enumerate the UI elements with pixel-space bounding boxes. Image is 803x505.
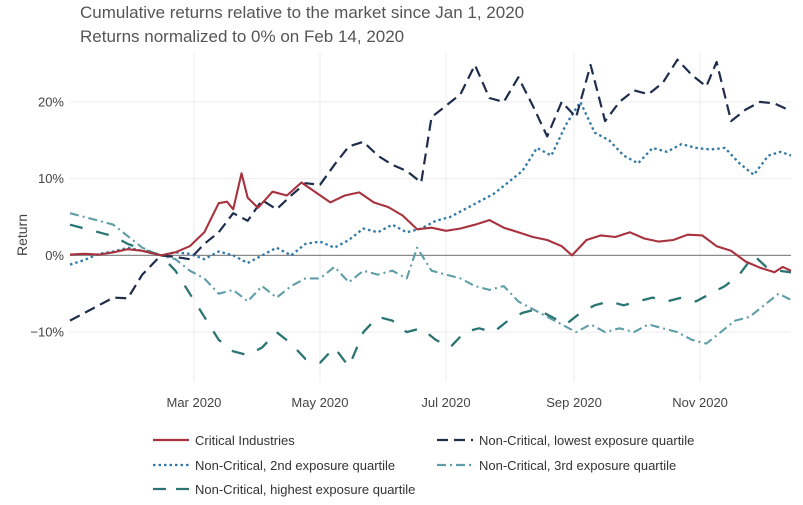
x-tick-label: Jul 2020: [421, 395, 470, 410]
series-line-4: [69, 223, 792, 368]
legend-label-4: Non-Critical, highest exposure quartile: [195, 482, 415, 497]
legend-label-3: Non-Critical, 3rd exposure quartile: [479, 458, 676, 473]
y-tick-label: 20%: [38, 94, 64, 109]
y-tick-label: −10%: [30, 325, 64, 340]
series-line-1: [69, 58, 792, 322]
x-tick-label: Sep 2020: [546, 395, 602, 410]
x-tick-label: Nov 2020: [672, 395, 728, 410]
x-tick-label: May 2020: [291, 395, 348, 410]
series-lines: [69, 58, 792, 368]
gridlines: [70, 52, 791, 382]
series-line-0: [69, 172, 792, 274]
legend: Critical Industries Non-Critical, lowest …: [153, 433, 694, 497]
x-tick-label: Mar 2020: [166, 395, 221, 410]
legend-label-2: Non-Critical, 2nd exposure quartile: [195, 458, 395, 473]
y-axis-label: Return: [14, 214, 30, 256]
y-tick-label: 10%: [38, 171, 64, 186]
legend-label-0: Critical Industries: [195, 433, 295, 448]
legend-label-1: Non-Critical, lowest exposure quartile: [479, 433, 694, 448]
y-tick-label: 0%: [45, 248, 64, 263]
chart-subtitle: Returns normalized to 0% on Feb 14, 2020: [80, 27, 404, 46]
series-line-3: [69, 212, 792, 345]
axis-ticks: Mar 2020 May 2020 Jul 2020 Sep 2020 Nov 2020…: [30, 94, 728, 410]
chart-title: Cumulative returns relative to the marke…: [80, 3, 524, 22]
